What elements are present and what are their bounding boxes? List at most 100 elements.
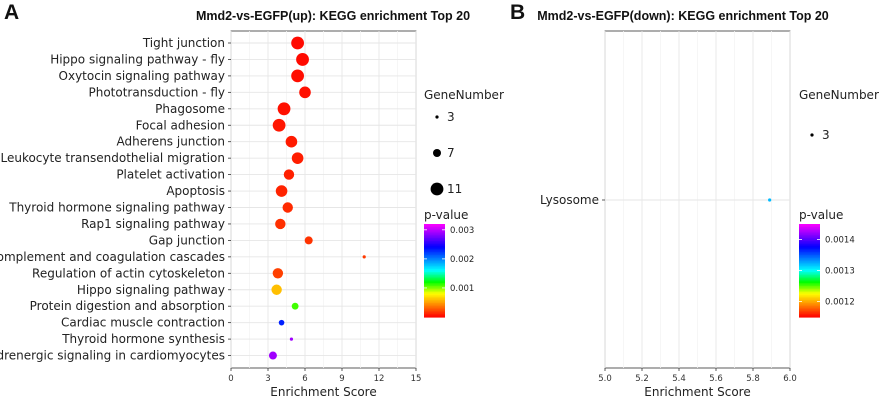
category-label-phototransduction-fly: Phototransduction - fly bbox=[88, 85, 225, 99]
colorbar-segment bbox=[424, 241, 445, 244]
point-rap1-signaling-pathway bbox=[275, 218, 286, 230]
point-oxytocin-signaling-pathway bbox=[291, 69, 304, 83]
colorbar-segment bbox=[799, 247, 820, 250]
colorbar-segment bbox=[424, 267, 445, 270]
category-label-protein-digestion-and-absorption: Protein digestion and absorption bbox=[30, 299, 225, 313]
colorbar-segment bbox=[799, 290, 820, 293]
point-leukocyte-transendothelial-migration bbox=[291, 152, 304, 164]
colorbar-segment bbox=[424, 270, 445, 273]
point-lysosome bbox=[768, 198, 772, 202]
point-platelet-activation bbox=[283, 169, 295, 180]
panel-b-color-legend-title: p-value bbox=[799, 208, 843, 222]
colorbar-segment bbox=[424, 264, 445, 267]
colorbar-segment bbox=[799, 262, 820, 265]
point-adrenergic-signaling-in-cardiomyocytes bbox=[268, 351, 277, 360]
colorbar-segment bbox=[424, 295, 445, 298]
colorbar-segment bbox=[424, 253, 445, 256]
panel-a-size-legend: 3 7 11 bbox=[430, 110, 462, 196]
panel-b-points bbox=[768, 198, 772, 202]
x-tick-label: 5.4 bbox=[672, 374, 686, 384]
colorbar-segment bbox=[424, 301, 445, 304]
size-legend-label-3: 3 bbox=[822, 128, 830, 142]
point-phototransduction-fly bbox=[299, 86, 311, 99]
category-label-adherens-junction: Adherens junction bbox=[117, 135, 225, 149]
colorbar-segment bbox=[424, 245, 445, 248]
colorbar-segment bbox=[799, 281, 820, 284]
colorbar-tick-label: 0.001 bbox=[450, 284, 474, 294]
colorbar-segment bbox=[424, 265, 445, 268]
colorbar-segment bbox=[799, 315, 820, 318]
panel-a-grid bbox=[230, 31, 417, 368]
colorbar-segment bbox=[424, 315, 445, 318]
colorbar-segment bbox=[424, 276, 445, 279]
colorbar-segment bbox=[424, 292, 445, 295]
colorbar-segment bbox=[799, 242, 820, 245]
colorbar-segment bbox=[424, 234, 445, 237]
panel-a-title: Mmd2-vs-EGFP(up): KEGG enrichment Top 20 bbox=[196, 9, 470, 23]
colorbar-segment bbox=[424, 242, 445, 245]
panel-a: A Mmd2-vs-EGFP(up): KEGG enrichment Top … bbox=[0, 1, 504, 399]
colorbar-segment bbox=[799, 282, 820, 286]
colorbar-segment bbox=[424, 248, 445, 251]
colorbar-segment bbox=[799, 279, 820, 282]
panel-a-points bbox=[268, 36, 366, 360]
colorbar-segment bbox=[799, 296, 820, 299]
size-legend-label-3: 3 bbox=[447, 110, 455, 124]
colorbar-segment bbox=[799, 259, 820, 262]
category-label-hippo-signaling-pathway-fly: Hippo signaling pathway - fly bbox=[50, 52, 225, 66]
colorbar-segment bbox=[799, 270, 820, 273]
colorbar-segment bbox=[424, 250, 445, 253]
point-protein-digestion-and-absorption bbox=[291, 302, 299, 310]
colorbar-segment bbox=[799, 295, 820, 298]
point-hippo-signaling-pathway-fly bbox=[296, 53, 309, 66]
category-label-thyroid-hormone-synthesis: Thyroid hormone synthesis bbox=[61, 332, 225, 346]
colorbar-segment bbox=[424, 282, 445, 286]
colorbar-segment bbox=[799, 261, 820, 264]
colorbar-segment bbox=[799, 241, 820, 244]
x-tick-label: 5.2 bbox=[635, 374, 649, 384]
colorbar-segment bbox=[799, 278, 820, 281]
colorbar-segment bbox=[424, 273, 445, 276]
colorbar-tick-label: 0.002 bbox=[450, 255, 474, 265]
colorbar-segment bbox=[424, 261, 445, 264]
panel-a-category-labels: Tight junction Hippo signaling pathway - … bbox=[0, 36, 231, 363]
panel-b-x-ticks: 5.0 5.2 5.4 5.6 5.8 6.0 bbox=[598, 368, 797, 384]
colorbar-segment bbox=[799, 287, 820, 290]
colorbar-segment bbox=[799, 230, 820, 233]
x-tick-label: 3 bbox=[265, 374, 270, 384]
category-label-adrenergic-signaling-in-cardiomyocytes: Adrenergic signaling in cardiomyocytes bbox=[0, 349, 225, 363]
x-tick-label: 12 bbox=[374, 374, 385, 384]
colorbar-segment bbox=[799, 309, 820, 312]
panel-b-size-legend-title: GeneNumber bbox=[799, 88, 879, 102]
colorbar-segment bbox=[799, 268, 820, 272]
category-label-rap1-signaling-pathway: Rap1 signaling pathway bbox=[81, 217, 225, 231]
colorbar-segment bbox=[799, 224, 820, 227]
category-label-lysosome: Lysosome bbox=[540, 193, 599, 207]
colorbar-segment bbox=[424, 233, 445, 236]
point-hippo-signaling-pathway bbox=[271, 284, 282, 295]
point-adherens-junction bbox=[285, 135, 298, 148]
point-focal-adhesion bbox=[272, 118, 286, 132]
panel-b-colorbar: 0.0014 0.0013 0.0012 bbox=[799, 224, 855, 318]
x-tick-label: 15 bbox=[411, 374, 422, 384]
colorbar-segment bbox=[424, 293, 445, 296]
colorbar-segment bbox=[799, 286, 820, 289]
colorbar-segment bbox=[799, 244, 820, 247]
colorbar-segment bbox=[799, 237, 820, 241]
size-legend-dot-3 bbox=[810, 133, 814, 137]
size-legend-dot-11 bbox=[430, 182, 444, 196]
colorbar-segment bbox=[799, 256, 820, 259]
colorbar-segment bbox=[799, 307, 820, 310]
category-label-complement-and-coagulation-cascades: Complement and coagulation cascades bbox=[0, 250, 225, 264]
colorbar-segment bbox=[424, 275, 445, 278]
category-label-focal-adhesion: Focal adhesion bbox=[136, 118, 225, 132]
size-legend-dot-3 bbox=[435, 115, 439, 119]
x-tick-label: 6 bbox=[302, 374, 307, 384]
colorbar-segment bbox=[799, 264, 820, 267]
colorbar-segment bbox=[424, 244, 445, 247]
colorbar-tick-label: 0.0013 bbox=[825, 267, 855, 277]
category-label-platelet-activation: Platelet activation bbox=[116, 168, 225, 182]
colorbar-segment bbox=[424, 281, 445, 284]
panel-b-grid bbox=[604, 31, 791, 368]
